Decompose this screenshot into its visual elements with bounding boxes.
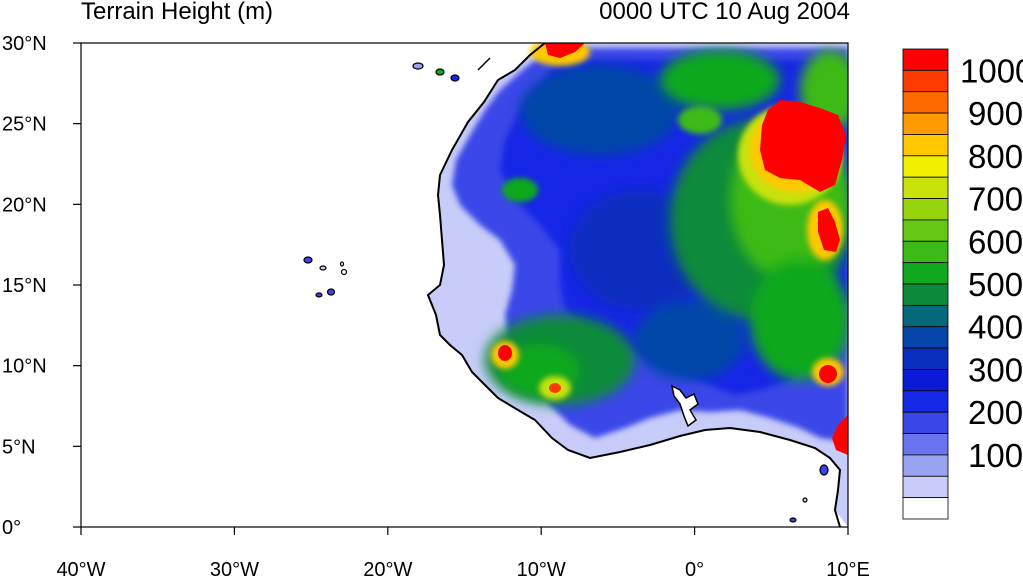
canary-islands [412,57,491,82]
lon-label: 20°W [363,559,412,578]
adrar-highland [502,178,538,202]
colorbar-swatch [902,198,949,221]
lon-label: 10°W [517,559,566,578]
lon-label: 40°W [56,559,105,578]
gulf-of-guinea-islands [789,464,829,523]
hoggar-peak [760,100,846,192]
lat-label: 0° [2,517,21,539]
fouta-djallon-peak [498,345,512,361]
colorbar-swatch [902,48,949,71]
colorbar-label: 500 [968,266,1023,303]
colorbar-swatch [902,91,949,114]
lon-label: 30°W [210,559,259,578]
colorbar-swatch [902,240,949,264]
hill-patch [678,106,722,134]
lat-label: 30°N [2,33,47,55]
colorbar-swatch [902,262,949,285]
air-peak [818,208,840,252]
lake-volta [670,384,699,428]
jos-plateau-peak [819,365,837,383]
colorbar-swatch [902,369,949,392]
colorbar-label: 100 [968,437,1023,474]
colorbar-label: 400 [968,309,1023,346]
atlas-foothills [660,50,780,110]
colorbar-label: 900 [968,95,1023,132]
lat-label: 10°N [2,356,47,378]
colorbar-swatch [902,326,949,349]
lat-label: 25°N [2,114,47,136]
colorbar-swatch [902,219,949,242]
latitude-axis: 30°N 25°N 20°N 15°N 10°N 5°N 0° [2,33,81,539]
colorbar-swatch [902,347,949,370]
lon-label: 10°E [826,559,870,578]
coastline [426,43,842,527]
colorbar-swatch [902,304,949,328]
colorbar-label: 800 [968,138,1023,175]
colorbar-label: 600 [968,223,1023,260]
lat-label: 20°N [2,194,47,216]
colorbar-swatch [902,283,949,306]
colorbar-swatch [902,497,949,520]
map-timestamp: 0000 UTC 10 Aug 2004 [599,0,850,25]
map-title: Terrain Height (m) [81,0,274,25]
lat-label: 5°N [2,436,36,458]
colorbar-swatch [902,69,949,93]
colorbar-swatch [902,433,949,456]
colorbar-swatch [902,176,949,199]
colorbar-swatch [902,475,949,499]
colorbar: 1000 900 800 700 600 500 400 300 200 100 [902,48,1023,520]
colorbar-label: 1000 [960,52,1023,89]
terrain-field [81,43,848,527]
plateau-north [520,65,680,155]
colorbar-label: 700 [968,181,1023,218]
colorbar-swatch [902,134,949,157]
colorbar-swatch [902,112,949,135]
nimba-peak [549,383,561,393]
colorbar-swatch [902,454,949,477]
longitude-axis: 40°W 30°W 20°W 10°W 0° 10°E [56,527,870,578]
plateau-southeast [635,300,745,380]
colorbar-label: 300 [968,351,1023,388]
colorbar-swatch [902,155,949,178]
atlas-peak [545,43,585,58]
cameroon-peak [832,415,848,455]
colorbar-label: 200 [968,394,1023,431]
lon-label: 0° [685,559,704,578]
cape-verde-islands [303,256,348,298]
colorbar-swatch [902,411,949,434]
colorbar-swatch [902,390,949,413]
jos-plateau-region [750,260,848,380]
lat-label: 15°N [2,275,47,297]
